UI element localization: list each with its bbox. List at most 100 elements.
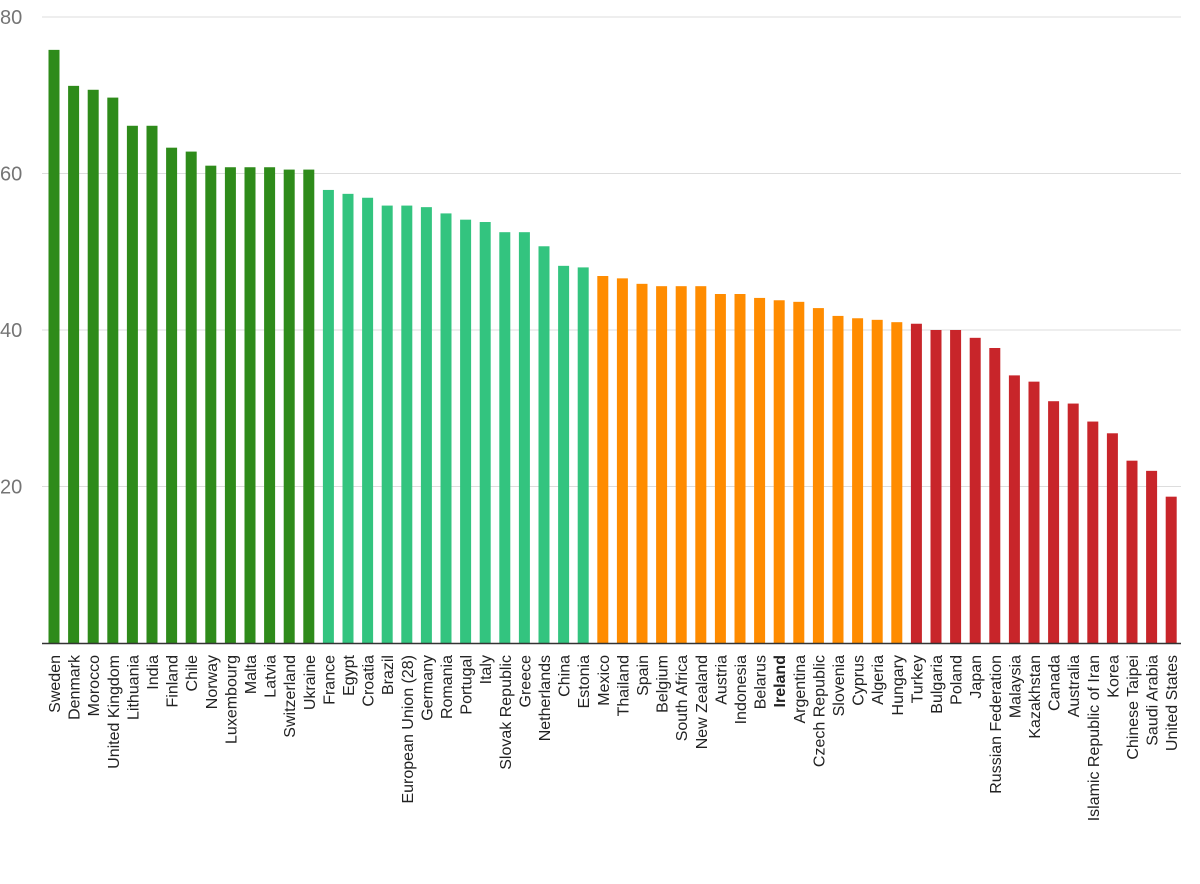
x-category-label: Poland [949, 655, 966, 705]
bar [891, 322, 903, 643]
x-category-label: Finland [165, 655, 182, 707]
x-category-label: Germany [419, 655, 436, 721]
x-category-label: Brazil [380, 655, 397, 695]
bar [636, 283, 648, 643]
x-category-label: Spain [635, 655, 652, 696]
bar [401, 205, 413, 643]
bar [264, 167, 276, 644]
bar [1146, 470, 1158, 643]
x-category-label: Cyprus [851, 655, 868, 706]
x-category-label: France [321, 655, 338, 705]
bar [969, 337, 981, 643]
y-axis-tick-labels: 20 40 60 80 [0, 7, 22, 499]
bar [695, 286, 707, 643]
bar [48, 49, 60, 644]
x-category-label: Indonesia [733, 655, 750, 724]
bar [224, 167, 236, 644]
bar [1106, 433, 1118, 643]
x-category-label: Portugal [459, 655, 476, 715]
x-category-label: Morocco [86, 655, 103, 716]
bar [87, 89, 99, 643]
x-category-label: Hungary [890, 655, 907, 715]
x-category-label: Sweden [47, 655, 64, 713]
x-category-label: Denmark [67, 654, 84, 720]
x-category-label: Mexico [596, 655, 613, 706]
bar [950, 330, 962, 643]
bar [793, 301, 805, 643]
x-axis-category-labels: Sweden Denmark Morocco United Kingdom Lithua… [47, 654, 1181, 821]
x-category-label: South Africa [674, 655, 691, 741]
x-category-label: Slovak Republic [498, 655, 515, 770]
x-category-label: Malaysia [1007, 655, 1024, 718]
bar [930, 330, 942, 643]
x-category-label: Algeria [870, 655, 887, 705]
y-tick-label: 60 [0, 164, 22, 186]
x-category-label: Greece [517, 655, 534, 708]
bar [479, 222, 491, 643]
bar [734, 294, 746, 643]
x-category-label: Belarus [753, 655, 770, 709]
x-category-label: Luxembourg [223, 655, 240, 744]
bar [205, 165, 217, 644]
bar [381, 205, 393, 643]
bar [1048, 401, 1060, 643]
bar [362, 197, 374, 643]
bar [1165, 496, 1177, 643]
x-category-label: Russian Federation [988, 655, 1005, 794]
x-category-label: China [557, 655, 574, 697]
bar [1008, 375, 1020, 643]
x-category-label: Chile [184, 655, 201, 692]
x-category-label: Ireland [772, 655, 789, 707]
x-category-label: Korea [1105, 655, 1122, 698]
bar [420, 207, 432, 643]
bar [283, 169, 295, 643]
bar [616, 278, 628, 643]
x-category-label: United States [1164, 655, 1181, 751]
x-category-label: Australia [1066, 655, 1083, 717]
bar [499, 232, 511, 643]
bar [871, 319, 883, 643]
bar [166, 147, 178, 644]
bar [558, 265, 570, 643]
x-category-label: Argentina [792, 655, 809, 724]
x-category-label: Thailand [615, 655, 632, 716]
bar [1087, 421, 1099, 643]
bar [322, 189, 334, 643]
x-category-label: European Union (28) [400, 655, 417, 804]
bar [754, 297, 766, 643]
bar [1126, 460, 1138, 643]
x-category-label: Belgium [655, 655, 672, 713]
x-category-label: Islamic Republic of Iran [1086, 655, 1103, 821]
bar [126, 125, 138, 643]
x-category-label: Ukraine [302, 655, 319, 710]
bar [714, 294, 726, 643]
x-category-label: Netherlands [537, 655, 554, 741]
bar [675, 286, 687, 643]
bar [577, 267, 589, 643]
bar [244, 167, 256, 644]
x-category-label: Switzerland [282, 655, 299, 738]
bar [146, 125, 158, 643]
x-category-label: Estonia [576, 655, 593, 708]
bar [440, 213, 452, 643]
bar [1067, 403, 1079, 643]
bar [812, 308, 824, 643]
x-category-label: Romania [439, 655, 456, 719]
x-category-label: Turkey [909, 655, 926, 703]
x-category-label: Norway [204, 655, 221, 709]
x-category-label: Lithuania [125, 655, 142, 720]
bar [852, 318, 864, 643]
x-category-label: Saudi Arabia [1145, 655, 1162, 746]
x-category-label: Austria [713, 655, 730, 705]
x-category-label: Malta [243, 655, 260, 694]
x-category-label: Italy [478, 655, 495, 684]
x-category-label: Bulgaria [929, 655, 946, 714]
bar [185, 151, 197, 643]
bar [832, 315, 844, 643]
x-category-label: Kazakhstan [1027, 655, 1044, 739]
bar [989, 347, 1001, 643]
bar [656, 286, 668, 643]
bar [460, 219, 472, 644]
bar [342, 193, 354, 643]
bar [1028, 381, 1040, 643]
